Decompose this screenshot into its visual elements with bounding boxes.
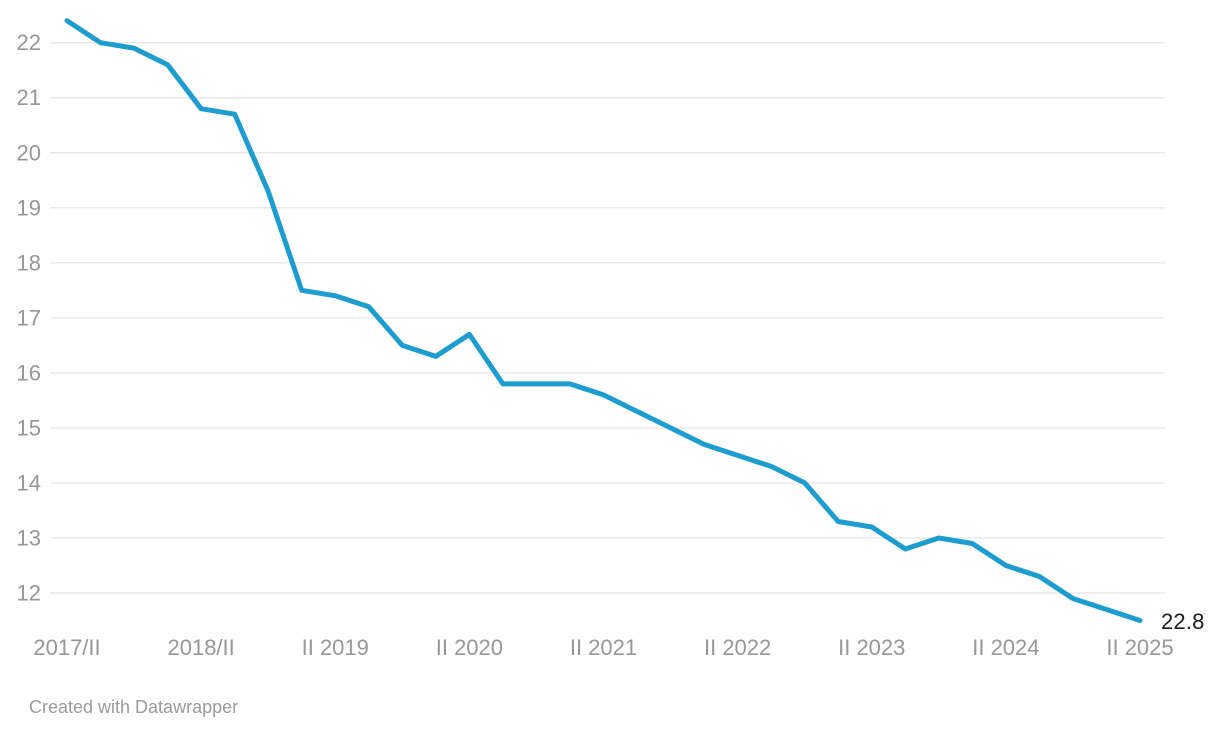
x-tick-label: II 2021	[570, 635, 637, 660]
x-tick-label: II 2023	[838, 635, 905, 660]
x-tick-label: II 2022	[704, 635, 771, 660]
x-tick-label: 2017/II	[33, 635, 100, 660]
y-tick-label: 14	[17, 470, 41, 495]
y-tick-label: 16	[17, 360, 41, 385]
y-tick-label: 20	[17, 140, 41, 165]
y-tick-label: 18	[17, 250, 41, 275]
y-tick-label: 17	[17, 305, 41, 330]
y-tick-label: 21	[17, 85, 41, 110]
datawrapper-attribution: Created with Datawrapper	[29, 697, 239, 717]
x-tick-label: 2018/II	[167, 635, 234, 660]
x-tick-label: II 2020	[436, 635, 503, 660]
y-tick-label: 13	[17, 525, 41, 550]
line-chart: 12 13 14 15 16 17 18 19 20 21 22 2017/II 2018/II II 2…	[17, 18, 1174, 660]
x-tick-label: II 2025	[1106, 635, 1173, 660]
end-value-label: 22.8	[1161, 609, 1205, 634]
x-tick-label: II 2019	[302, 635, 369, 660]
y-tick-label: 12	[17, 581, 41, 606]
y-tick-label: 15	[17, 415, 41, 440]
data-series-line	[64, 18, 1143, 623]
y-tick-label: 22	[17, 30, 41, 55]
x-tick-label: II 2024	[972, 635, 1039, 660]
y-tick-label: 19	[17, 195, 41, 220]
